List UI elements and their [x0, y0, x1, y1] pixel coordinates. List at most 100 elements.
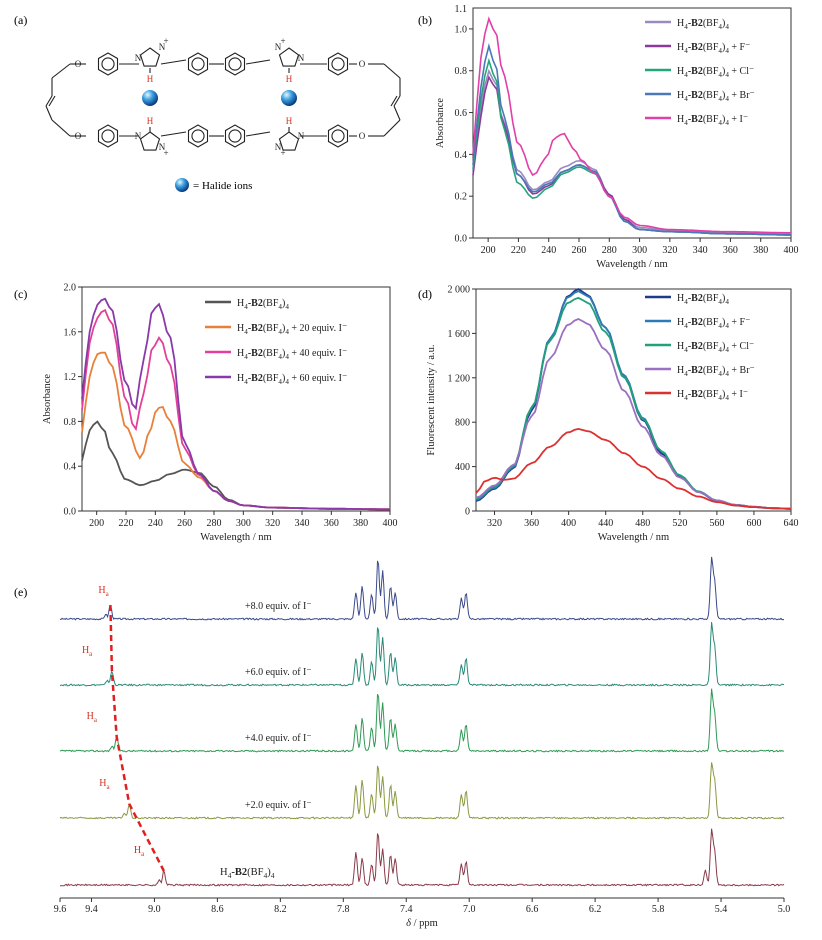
atom-label: + — [163, 36, 168, 46]
y-tick-label: 0.4 — [64, 462, 77, 473]
panel-d: (d) — [418, 287, 432, 301]
y-tick-label: 2 000 — [448, 285, 471, 296]
alkene-bond — [393, 95, 401, 107]
y-tick-label: 0.8 — [455, 66, 468, 77]
legend-label: H4-B2(BF4)4 + 40 equiv. I⁻ — [237, 348, 347, 361]
y-tick-label: 0.4 — [455, 150, 468, 161]
ha-peak-label: Ha — [82, 645, 93, 658]
y-tick-label: 1.1 — [455, 4, 468, 15]
y-tick-label: 800 — [455, 418, 470, 429]
x-tick-label: 240 — [541, 245, 556, 256]
x-tick-label: 380 — [353, 518, 368, 529]
aromatic-circle — [101, 129, 115, 143]
alkyl-chain — [51, 119, 71, 137]
alkyl-chain — [51, 63, 71, 79]
atom-label: + — [163, 148, 168, 158]
x-tick-label: 600 — [746, 518, 761, 529]
legend-label: H4-B2(BF4)4 + 20 equiv. I⁻ — [237, 323, 347, 336]
x-tick-label: 520 — [672, 518, 687, 529]
y-axis-label: Absorbance — [42, 374, 53, 424]
ha-shift-trace — [109, 604, 166, 872]
nmr-spectrum — [59, 621, 784, 687]
series-line — [475, 427, 792, 510]
y-tick-label: 0.6 — [455, 108, 468, 119]
imidazolium-ring — [278, 131, 300, 151]
x-tick-label: 440 — [598, 518, 613, 529]
x-tick-label: 360 — [324, 518, 339, 529]
legend-label: H4-B2(BF4)4 + F⁻ — [677, 317, 750, 330]
x-tick-label: 280 — [602, 245, 617, 256]
x-axis-label: δ / ppm — [406, 918, 438, 929]
aromatic-circle — [228, 57, 242, 71]
legend-label: H4-B2(BF4)4 + Br⁻ — [677, 365, 755, 378]
y-tick-label: 1 200 — [448, 373, 471, 384]
benzene-ring — [224, 124, 246, 148]
y-tick-label: 0.2 — [455, 192, 468, 203]
bond — [160, 59, 187, 65]
halide-ion-left — [142, 90, 158, 106]
ha-peak-label: Ha — [98, 585, 109, 598]
spectrum-label: +8.0 equiv. of I⁻ — [245, 601, 312, 612]
x-tick-label: 340 — [693, 245, 708, 256]
panel-e-tag: (e) — [14, 585, 27, 599]
x-tick-label: 560 — [709, 518, 724, 529]
series-line — [472, 16, 791, 234]
alkyl-chain — [393, 105, 401, 121]
panel-a: (a) ONN+NN+OH HO NN+NN+OH H = Halide ions — [14, 13, 401, 192]
aromatic-circle — [101, 57, 115, 71]
x-tick-label: 300 — [236, 518, 251, 529]
benzene-ring — [97, 124, 119, 148]
x-tick-label: 360 — [524, 518, 539, 529]
y-tick-label: 1 600 — [448, 329, 471, 340]
x-tick-label: 5.4 — [715, 904, 728, 915]
legend-label: H4-B2(BF4)4 + Cl⁻ — [677, 66, 754, 79]
x-tick-label: 8.2 — [274, 904, 287, 915]
x-tick-label: 9.4 — [85, 904, 98, 915]
macrocycle-structure: ONN+NN+OH HO NN+NN+OH H — [45, 36, 401, 158]
x-tick-label: 6.2 — [589, 904, 602, 915]
nmr-spectrum — [60, 828, 785, 887]
series-line — [472, 57, 791, 236]
benzene-ring — [327, 124, 349, 148]
series-line — [81, 420, 390, 511]
x-tick-label: 260 — [177, 518, 192, 529]
spectrum-label: +2.0 equiv. of I⁻ — [245, 800, 312, 811]
ha-peak-label: Ha — [87, 711, 98, 724]
spectrum-label: H4-B2(BF4)4 — [220, 867, 275, 880]
series-line — [81, 297, 390, 511]
panel-b-tag: (b) — [418, 13, 432, 27]
legend-label: H4-B2(BF4)4 + I⁻ — [677, 114, 748, 127]
atom-label: H — [286, 74, 293, 84]
x-tick-label: 480 — [635, 518, 650, 529]
panel-b: (b) — [418, 13, 432, 27]
benzene-ring — [187, 124, 209, 148]
x-tick-label: 200 — [481, 245, 496, 256]
chart-c-uv-vis-titration: 200 220 240 260 280 300 320 340 360 380 400 0.0 0.4 0… — [42, 283, 398, 544]
x-tick-label: 7.4 — [400, 904, 413, 915]
x-tick-label: 400 — [561, 518, 576, 529]
imidazolium-ring — [139, 131, 161, 151]
panel-c: (c) — [14, 287, 27, 301]
x-tick-label: 400 — [784, 245, 799, 256]
halide-ion-legend-icon — [175, 178, 189, 192]
x-tick-label: 380 — [753, 245, 768, 256]
halide-ion-right — [281, 90, 297, 106]
legend-label: H4-B2(BF4)4 + I⁻ — [677, 389, 748, 402]
x-tick-label: 240 — [148, 518, 163, 529]
legend-label: H4-B2(BF4)4 + F⁻ — [677, 42, 750, 55]
x-tick-label: 320 — [265, 518, 280, 529]
y-axis-label: Fluorescent intensity / a.u. — [426, 344, 437, 455]
x-tick-label: 220 — [511, 245, 526, 256]
alkene-bond — [45, 95, 53, 107]
atom-label: N — [159, 142, 166, 152]
legend-label: H4-B2(BF4)4 — [677, 18, 729, 31]
nmr-spectrum — [59, 688, 785, 753]
y-tick-label: 0 — [465, 507, 470, 518]
y-tick-label: 1.2 — [64, 372, 77, 383]
x-tick-label: 9.0 — [148, 904, 161, 915]
y-tick-label: 1.6 — [64, 327, 77, 338]
benzene-ring — [224, 52, 246, 76]
nmr-spectrum — [59, 556, 785, 621]
x-tick-label: 360 — [723, 245, 738, 256]
